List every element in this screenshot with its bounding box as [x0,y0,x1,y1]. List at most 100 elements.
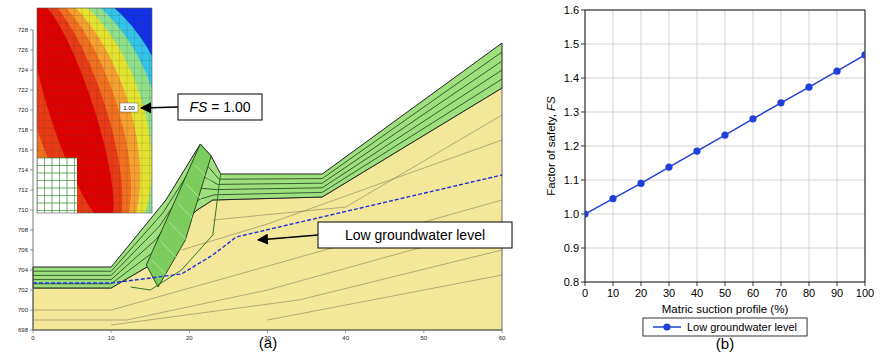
x-tick-label: 10 [108,335,115,341]
y-tick-label: 1.1 [564,174,579,186]
y-tick [581,78,585,79]
series-marker [777,99,784,106]
inset [37,8,152,213]
stratum-line [268,275,503,320]
x-tick-label: 0 [582,287,588,299]
x-tick [423,330,424,333]
y-axis-title: Factor of safety, FS [545,96,557,196]
x-tick-label: 60 [747,287,759,299]
hatch [178,203,198,223]
annotation-part: FS [189,99,208,115]
contour-band [37,8,152,213]
x-tick [725,282,726,286]
y-tick-label: 704 [18,267,29,273]
y-tick [30,190,33,191]
y-tick [581,282,585,283]
x-tick [753,282,754,286]
contour-band [37,8,152,213]
x-tick-label: 20 [635,287,647,299]
mesh-line [37,53,152,54]
hatch [186,184,206,204]
y-tick [30,330,33,331]
y-tick-label: 0.8 [564,276,579,288]
contour-label: 1.00 [123,105,135,111]
x-tick [111,330,112,333]
x-tick-label: 40 [342,335,349,341]
legend-box [643,318,807,336]
y-tick [30,230,33,231]
x-tick-label: 70 [775,287,787,299]
contour-band [37,8,152,213]
y-tick-label: 1.4 [564,72,579,84]
mesh-line [37,210,152,211]
x-tick [865,282,866,286]
y-tick [581,180,585,181]
y-tick [30,270,33,271]
y-tick [581,248,585,249]
y-tick-label: 712 [18,187,29,193]
grid-line-x [781,10,782,282]
y-tick [30,110,33,111]
mesh-line [59,8,60,213]
series-marker [637,180,644,187]
mesh-line [37,143,152,144]
mesh-line [37,23,152,24]
x-tick-label: 50 [420,335,427,341]
inset-empty [37,158,77,213]
annotation-box [178,94,262,120]
mesh-line [112,8,113,213]
mesh-line [37,60,152,61]
y-tick [30,290,33,291]
x-tick [585,282,586,286]
mesh-line [67,8,68,213]
grid-line-x [837,10,838,282]
annotation-arrow [258,235,318,240]
mesh-line-green [37,203,77,204]
y-tick-label: 1.5 [564,38,579,50]
y-tick-label: 724 [18,67,29,73]
mesh-line-green [59,158,60,213]
grid-line-x [725,10,726,282]
y-tick [581,112,585,113]
y-tick-label: 1.3 [564,106,579,118]
hatch [160,241,180,261]
mesh-line-green [67,158,68,213]
y-tick-label: 698 [18,327,29,333]
grid-line-x [753,10,754,282]
grid-line-x [809,10,810,282]
annotation-arrow [141,107,178,108]
mesh-line [74,8,75,213]
x-tick [641,282,642,286]
x-tick-label: 50 [719,287,731,299]
annotation: FS = 1.00 [189,99,250,115]
mesh-line [37,165,152,166]
figure: 0102030405060698700702704706708710712714… [0,0,886,355]
y-tick [581,44,585,45]
x-tick [781,282,782,286]
series-marker [721,132,728,139]
y-tick-label: 714 [18,167,29,173]
mesh-line [52,8,53,213]
panel-a: 0102030405060698700702704706708710712714… [0,0,512,341]
grid-line-x [613,10,614,282]
grid-line-x [641,10,642,282]
y-tick-label: 706 [18,247,29,253]
mesh-line [37,128,152,129]
mesh-line [37,135,152,136]
mesh-line [37,203,152,204]
x-tick-label: 80 [803,287,815,299]
x-tick [33,330,34,333]
mesh-line [37,150,152,151]
series-marker [609,195,616,202]
plot-area [585,10,865,282]
plot-frame [585,10,865,282]
grid-line-x [669,10,670,282]
y-tick [30,210,33,211]
mesh-line [37,173,152,174]
inset-frame [37,8,152,213]
mesh-line-green [37,173,77,174]
y-axis [33,30,34,330]
mesh-line [82,8,83,213]
legend-label: Low groundwater level [687,321,797,333]
mesh-line-green [37,210,77,211]
